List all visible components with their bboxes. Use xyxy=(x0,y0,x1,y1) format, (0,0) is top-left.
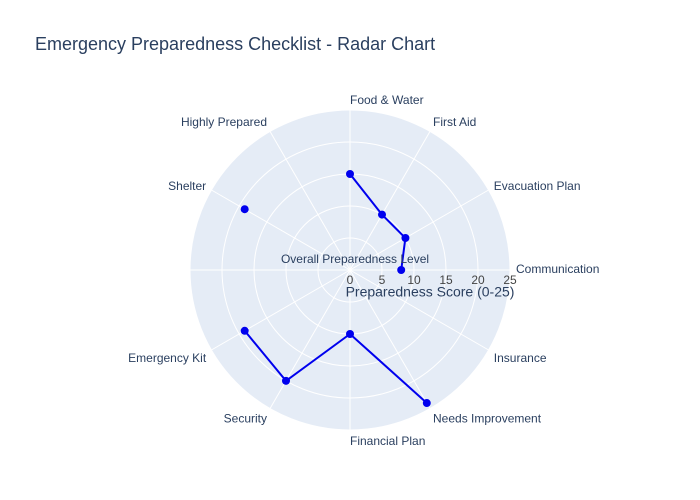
angular-grid-line xyxy=(211,189,351,271)
series-layer xyxy=(240,170,431,408)
angular-grid-line xyxy=(349,189,489,271)
category-label: Evacuation Plan xyxy=(494,179,581,193)
data-point-first-aid[interactable] xyxy=(378,210,386,219)
category-label: Communication xyxy=(516,262,599,276)
radial-tick-label: 10 xyxy=(407,273,421,287)
category-label: Financial Plan xyxy=(350,434,425,448)
angular-grid-line xyxy=(349,131,431,271)
data-point-security[interactable] xyxy=(282,376,290,385)
radial-tick-label: 0 xyxy=(347,273,354,287)
angular-grid-line xyxy=(349,269,431,409)
category-label: Security xyxy=(224,412,267,426)
category-label: Needs Improvement xyxy=(433,412,542,426)
angular-grid-line xyxy=(269,269,351,409)
data-point-communication[interactable] xyxy=(397,266,406,274)
angular-grid-line xyxy=(269,131,351,271)
radial-tick-label: 15 xyxy=(439,273,453,287)
data-point-needs-improvement[interactable] xyxy=(422,399,431,408)
angular-grid-line xyxy=(349,269,489,351)
category-label: Highly Prepared xyxy=(181,115,267,129)
radial-tick-label: 20 xyxy=(471,273,485,287)
radial-tick-label: 5 xyxy=(379,273,386,287)
data-point-shelter[interactable] xyxy=(240,205,249,214)
angular-grid-line xyxy=(211,269,351,351)
data-point-financial-plan[interactable] xyxy=(346,330,354,338)
radial-tick-label: 25 xyxy=(503,273,517,287)
category-label: Insurance xyxy=(494,351,547,365)
category-label: Food & Water xyxy=(350,93,424,107)
category-label: First Aid xyxy=(433,115,476,129)
data-point-food-water[interactable] xyxy=(346,170,354,178)
category-label: Shelter xyxy=(168,179,206,193)
data-point-evacuation-plan[interactable] xyxy=(401,234,410,242)
category-label: Overall Preparedness Level xyxy=(281,252,429,266)
series-line xyxy=(349,173,407,271)
category-label: Emergency Kit xyxy=(128,351,207,365)
radial-axis-title: Preparedness Score (0-25) xyxy=(346,283,515,299)
data-point-emergency-kit[interactable] xyxy=(240,326,249,335)
chart-title: Emergency Preparedness Checklist - Radar… xyxy=(35,34,435,54)
series-line xyxy=(243,330,428,404)
